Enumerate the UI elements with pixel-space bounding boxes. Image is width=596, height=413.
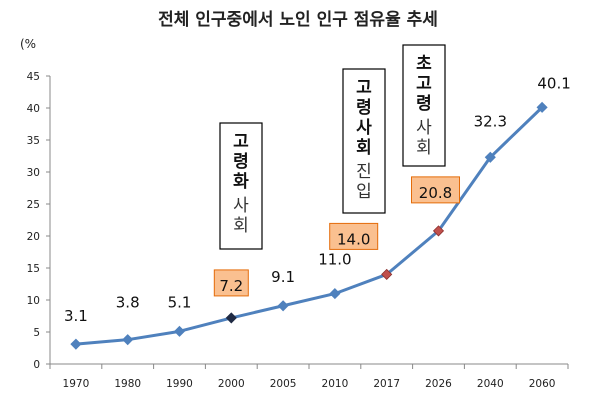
y-unit-label: (% — [20, 37, 36, 51]
data-point-2000 — [225, 312, 237, 324]
x-tick-label: 1990 — [166, 378, 193, 390]
x-tick-label: 1980 — [114, 378, 141, 390]
data-label-box — [411, 176, 460, 204]
data-label: 3.8 — [116, 294, 140, 312]
data-point-1990 — [173, 325, 186, 337]
x-tick-label: 2060 — [529, 378, 556, 390]
data-point-2026 — [432, 225, 445, 237]
x-tick-label: 2010 — [322, 378, 349, 390]
y-tick-label: 20 — [27, 231, 40, 243]
data-point-2005 — [277, 300, 289, 312]
annotation-box — [219, 122, 263, 250]
y-tick-label: 10 — [27, 295, 40, 307]
data-label: 14.0 — [337, 230, 370, 248]
chart-title: 전체 인구중에서 노인 인구 점유율 추세 — [158, 10, 438, 30]
data-point-2040 — [484, 151, 496, 163]
annotation-boxes: 고 령 화사 회고 령 사 회진 입초 고 령사 회 — [219, 44, 446, 250]
x-tick-label: 2005 — [270, 378, 297, 390]
data-labels: 3.1 3.8 5.1 7.2 9.1 11.0 14.0 20.8 32.3 40.1 — [64, 74, 571, 325]
y-axis-ticks: 0 5 10 15 20 25 30 35 40 45 — [27, 71, 50, 371]
y-tick-label: 45 — [27, 71, 40, 83]
y-tick-label: 15 — [27, 263, 40, 275]
y-tick-label: 0 — [33, 359, 40, 371]
data-point-2017 — [381, 268, 393, 280]
data-label: 40.1 — [537, 74, 570, 92]
data-label: 20.8 — [419, 184, 452, 202]
y-tick-label: 40 — [27, 103, 40, 115]
x-tick-label: 2026 — [425, 378, 452, 390]
y-tick-label: 5 — [33, 327, 40, 339]
annotation-box — [402, 44, 446, 167]
data-point-2060 — [536, 101, 548, 113]
y-tick-label: 30 — [27, 167, 40, 179]
y-tick-label: 25 — [27, 199, 40, 211]
series-line — [75, 106, 544, 346]
y-tick-label: 35 — [27, 135, 40, 147]
data-point-1970 — [70, 338, 82, 350]
data-label-box — [329, 222, 379, 250]
data-label: 11.0 — [318, 251, 351, 269]
data-label: 9.1 — [271, 268, 295, 286]
x-tick-label: 2017 — [373, 378, 400, 390]
x-axis-ticks: 1970 1980 1990 2000 2005 2010 2017 2026 2040 2060 — [49, 364, 569, 390]
data-label-box — [213, 269, 249, 297]
x-tick-label: 2040 — [477, 378, 504, 390]
data-markers — [70, 101, 548, 350]
data-point-2010 — [329, 288, 341, 300]
data-label: 3.1 — [64, 307, 88, 325]
data-point-1980 — [122, 334, 134, 346]
x-tick-label: 1970 — [63, 378, 90, 390]
data-label: 5.1 — [168, 293, 192, 311]
annotation-box — [342, 68, 386, 214]
data-label: 7.2 — [219, 277, 243, 295]
x-tick-label: 2000 — [218, 378, 245, 390]
data-label: 32.3 — [474, 112, 507, 130]
